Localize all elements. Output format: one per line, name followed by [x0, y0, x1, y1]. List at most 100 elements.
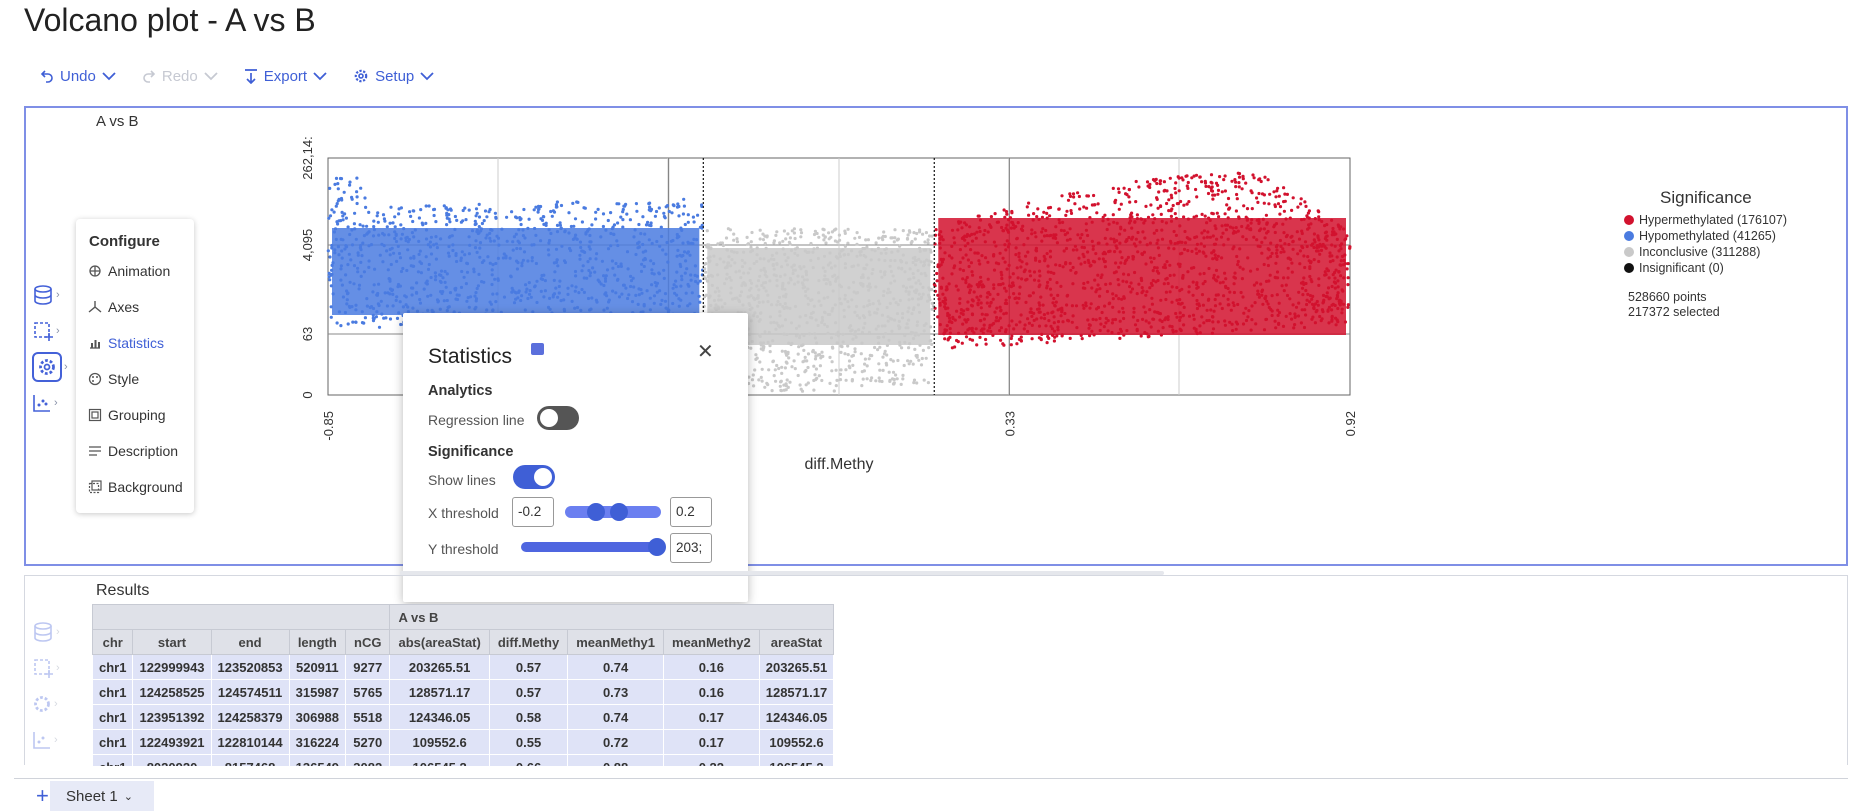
column-header[interactable]: nCG: [345, 629, 391, 655]
data-point: [1186, 180, 1190, 185]
column-header[interactable]: areaStat: [758, 629, 835, 655]
data-point: [1237, 175, 1242, 179]
data-point: [635, 209, 639, 213]
regression-toggle[interactable]: [537, 406, 579, 430]
data-source-button[interactable]: ›: [30, 279, 70, 311]
close-icon[interactable]: ✕: [697, 341, 714, 363]
data-point: [1267, 202, 1271, 206]
selection-button[interactable]: ›: [30, 652, 70, 684]
data-point: [753, 368, 757, 372]
results-table-container[interactable]: A vs B chr start end length nCG abs(areaStat)…: [92, 604, 868, 766]
data-point: [1077, 194, 1081, 199]
legend-item-inconclusive[interactable]: Inconclusive (311288): [1624, 245, 1760, 259]
data-point: [873, 345, 877, 350]
data-point: [762, 345, 766, 349]
slider-handle[interactable]: [610, 503, 628, 521]
data-point: [865, 377, 869, 381]
sheet-tab[interactable]: Sheet 1 ⌄: [50, 781, 154, 811]
undo-button[interactable]: Undo: [40, 68, 116, 85]
table-row[interactable]: chr1802092081574681365493082106545.20.66…: [92, 754, 835, 766]
data-point: [912, 231, 916, 235]
data-point: [682, 197, 686, 201]
results-title: Results: [96, 582, 150, 599]
data-point: [1122, 186, 1126, 190]
x-threshold-min-input[interactable]: -0.2: [512, 497, 554, 527]
info-icon[interactable]: [531, 343, 544, 355]
menu-item-animation[interactable]: Animation: [88, 261, 170, 281]
data-point: [778, 241, 782, 245]
significance-header: Significance: [428, 444, 514, 460]
data-point: [555, 200, 559, 204]
data-point: [1204, 184, 1208, 188]
menu-item-style[interactable]: Style: [88, 369, 139, 389]
chart-type-button[interactable]: ›: [30, 387, 70, 419]
column-header[interactable]: meanMethy2: [662, 629, 760, 655]
horizontal-scrollbar[interactable]: [400, 571, 1164, 575]
table-row[interactable]: chr1 122999943 123520853 520911 9277 203265.5…: [92, 654, 835, 680]
data-point: [1209, 186, 1213, 190]
data-point: [555, 223, 560, 227]
column-header[interactable]: abs(areaStat): [389, 629, 490, 655]
data-point: [1235, 197, 1239, 201]
data-point: [473, 219, 477, 223]
column-header[interactable]: chr: [92, 629, 134, 655]
data-point: [327, 216, 331, 220]
data-point: [686, 213, 690, 217]
toolbar: Undo Redo Export Setup: [40, 64, 460, 88]
y-threshold-input[interactable]: 203;: [670, 533, 712, 563]
menu-item-description[interactable]: Description: [88, 441, 178, 461]
column-header[interactable]: start: [132, 629, 212, 655]
data-point: [1305, 215, 1309, 219]
x-threshold-slider[interactable]: [565, 503, 661, 521]
y-threshold-slider[interactable]: [521, 538, 666, 556]
data-point: [601, 212, 606, 216]
legend-item-hypermethylated[interactable]: Hypermethylated (176107): [1624, 213, 1787, 227]
data-point: [583, 206, 587, 210]
setup-button[interactable]: Setup: [353, 68, 434, 85]
menu-item-grouping[interactable]: Grouping: [88, 405, 166, 425]
menu-item-statistics[interactable]: Statistics: [88, 333, 164, 353]
data-point: [878, 345, 882, 349]
column-header[interactable]: meanMethy1: [567, 629, 664, 655]
selection-button[interactable]: ›: [30, 315, 70, 347]
table-row[interactable]: chr1 123951392 124258379 306988 5518 124346.0…: [92, 704, 835, 730]
data-point: [846, 241, 850, 245]
point-cloud: [938, 218, 1346, 335]
slider-handle[interactable]: [587, 503, 605, 521]
configure-button[interactable]: ›: [30, 351, 70, 383]
table-row[interactable]: chr1 122493921 122810144 316224 5270 109552.6…: [92, 729, 835, 755]
export-button[interactable]: Export: [244, 68, 327, 85]
data-point: [1145, 180, 1150, 184]
data-point: [804, 368, 808, 373]
data-point: [353, 211, 357, 215]
data-point: [796, 352, 800, 356]
data-point: [447, 213, 451, 217]
data-point: [1009, 343, 1013, 347]
data-source-button[interactable]: ›: [30, 616, 70, 648]
column-header[interactable]: end: [210, 629, 290, 655]
menu-item-background[interactable]: Background: [88, 477, 183, 497]
table-cell: 520911: [288, 654, 347, 680]
configure-button[interactable]: ›: [30, 688, 70, 720]
column-header[interactable]: length: [288, 629, 347, 655]
add-sheet-button[interactable]: +: [36, 783, 49, 808]
slider-handle[interactable]: [648, 538, 666, 556]
data-point: [890, 236, 895, 240]
table-row[interactable]: chr1 124258525 124574511 315987 5765 128571.1…: [92, 679, 835, 705]
redo-button[interactable]: Redo: [142, 68, 218, 85]
data-point: [823, 235, 827, 239]
data-point: [594, 210, 598, 214]
data-point: [552, 210, 557, 214]
column-header[interactable]: diff.Methy: [488, 629, 569, 655]
legend-marker: [1624, 263, 1634, 273]
legend-item-insignificant[interactable]: Insignificant (0): [1624, 261, 1724, 275]
show-lines-toggle[interactable]: [513, 465, 555, 489]
x-threshold-max-input[interactable]: 0.2: [670, 497, 712, 527]
data-point: [344, 216, 348, 220]
y-tick-label: 4,095: [300, 229, 315, 262]
chart-type-button[interactable]: ›: [30, 724, 70, 756]
menu-item-axes[interactable]: Axes: [88, 297, 139, 317]
table-cell: chr1: [92, 654, 134, 680]
legend-item-hypomethylated[interactable]: Hypomethylated (41265): [1624, 229, 1776, 243]
data-point: [827, 237, 831, 241]
